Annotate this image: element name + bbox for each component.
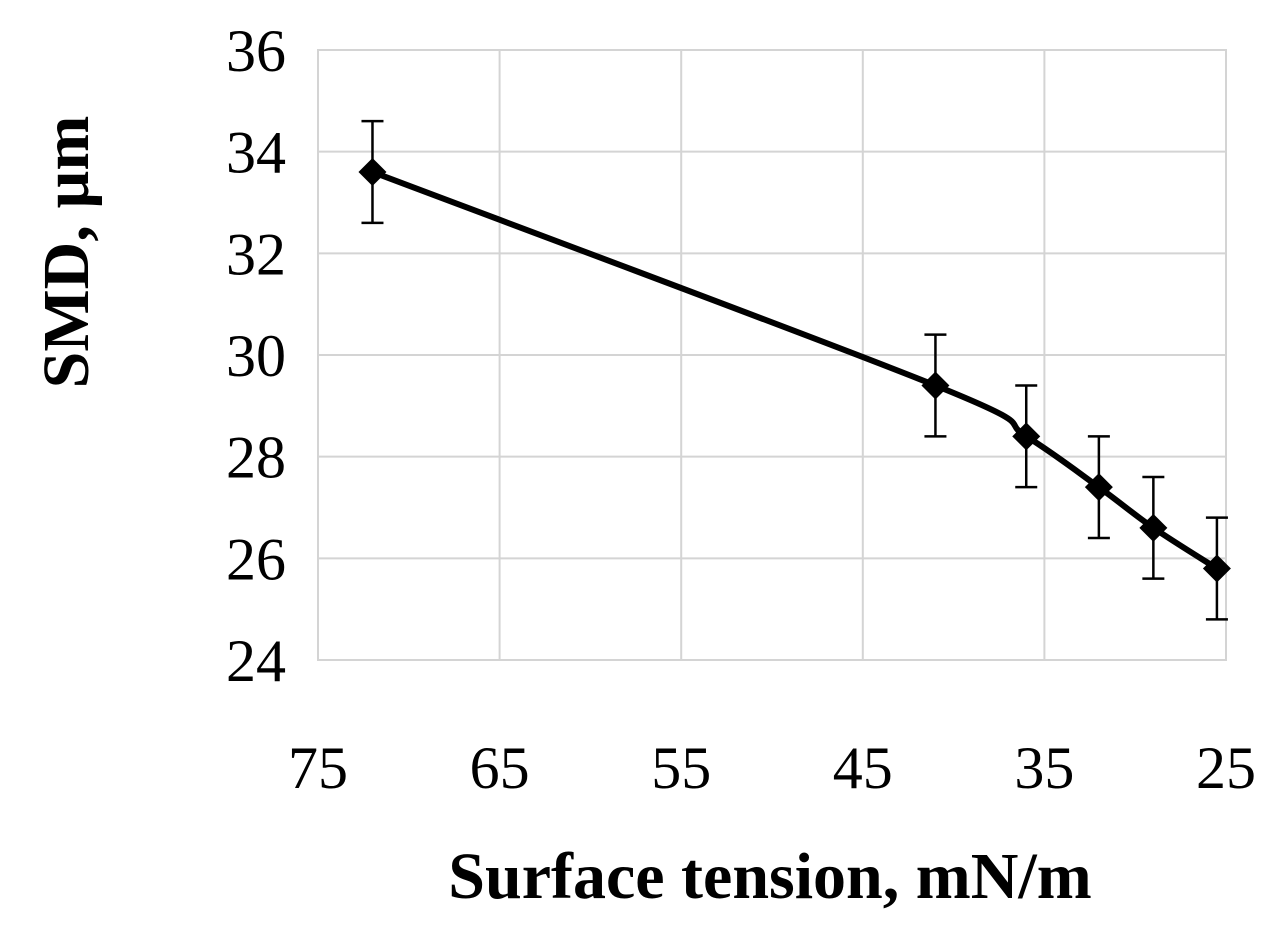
x-tick-label: 75 [288,735,348,801]
data-markers [358,158,1231,583]
grid [317,49,1227,661]
y-tick-label: 28 [226,425,286,491]
x-tick-label: 35 [1014,735,1074,801]
x-tick-label: 25 [1196,735,1256,801]
data-point [1012,422,1041,451]
y-tick-label: 30 [226,323,286,389]
x-axis-title: Surface tension, mN/m [448,840,1091,913]
y-tick-label: 36 [226,18,286,84]
y-tick-label: 26 [226,526,286,592]
data-point [358,158,387,186]
error-bars [361,119,1228,621]
y-tick-label: 24 [226,628,286,694]
data-point [1139,513,1168,542]
x-axis-ticks: 75 65 55 45 35 25 [288,735,1256,801]
x-tick-label: 55 [651,735,711,801]
plot-area [317,49,1227,661]
y-tick-label: 34 [226,120,286,186]
y-axis-title: SMD, µm [30,116,103,389]
data-point [1202,554,1231,583]
y-tick-label: 32 [226,221,286,287]
data-point [1084,473,1113,502]
y-axis-ticks: 24 26 28 30 32 34 36 [226,18,286,694]
data-point [921,371,950,400]
x-tick-label: 45 [833,735,893,801]
x-tick-label: 65 [470,735,530,801]
